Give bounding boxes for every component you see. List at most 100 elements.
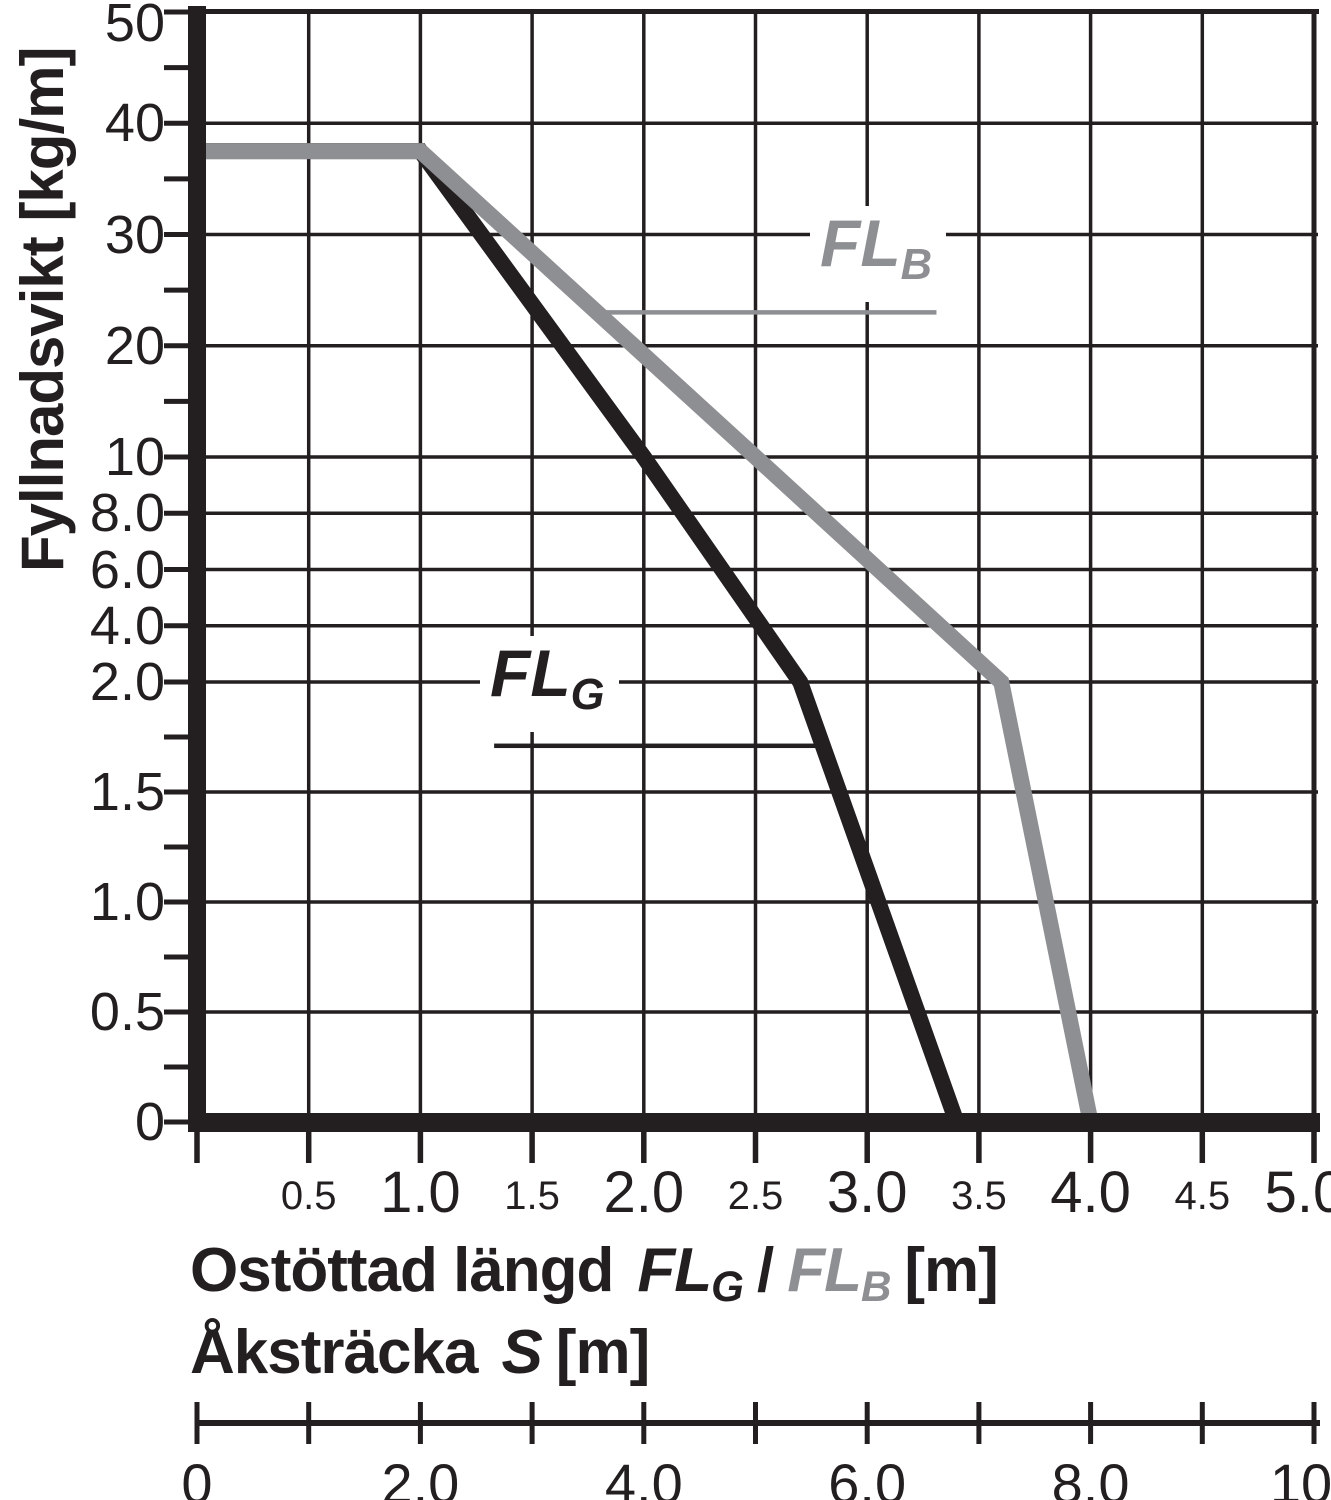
y-axis-tick-label: 8.0 <box>89 483 165 544</box>
s-tick <box>306 1402 312 1444</box>
y-major-tick <box>164 899 197 905</box>
y-axis-tick-label: 20 <box>104 315 165 376</box>
y-axis-tick-label: 1.5 <box>89 762 165 822</box>
x-axis-minor-label: 0.5 <box>280 1174 337 1218</box>
s-axis-label: 10 <box>1269 1452 1331 1500</box>
v-gridline <box>1088 12 1093 1122</box>
x-tick <box>529 1132 535 1163</box>
h-gridline <box>197 121 1318 125</box>
x-tick <box>194 1132 200 1163</box>
s-axis-label: 4.0 <box>604 1452 683 1500</box>
x-axis-minor-label: 4.5 <box>1174 1174 1231 1218</box>
series-label-flg-text: FL <box>490 636 571 710</box>
x-axis-minor-label: 1.5 <box>504 1174 560 1218</box>
y-major-tick <box>164 120 197 126</box>
h-gridline <box>197 790 1318 794</box>
y-minor-tick <box>164 287 190 293</box>
h-gridline <box>197 567 1318 572</box>
y-axis-tick-label: 6.0 <box>89 539 165 600</box>
series-label-flg-sub: G <box>570 671 605 720</box>
x-tick <box>976 1132 982 1163</box>
y-major-tick <box>164 1009 197 1015</box>
x-tick <box>864 1132 870 1163</box>
v-gridline <box>977 12 981 1122</box>
plot-border-right <box>1311 9 1317 1122</box>
x-tick <box>417 1132 424 1163</box>
y-major-tick <box>164 343 197 349</box>
x-axis-major-label: 5.0 <box>1264 1160 1331 1225</box>
s-axis-title: Åksträcka S [m] <box>190 1318 650 1387</box>
x-axis-major-label: 1.0 <box>380 1160 461 1225</box>
y-major-tick <box>164 789 197 795</box>
h-gridline <box>197 680 1318 684</box>
x-tick <box>641 1132 647 1163</box>
series-label-flb-text: FL <box>820 206 901 280</box>
curve-fl_b <box>197 143 1099 1124</box>
s-axis-label: 0 <box>181 1452 213 1500</box>
x-axis-title: Ostöttad längd FLG / FLB [m] <box>190 1236 999 1311</box>
y-minor-tick <box>164 734 190 740</box>
v-gridline <box>530 12 534 1122</box>
s-tick <box>1199 1402 1205 1444</box>
v-gridline <box>306 12 311 1122</box>
s-title-symbol: S <box>501 1318 542 1387</box>
y-major-tick <box>164 623 197 629</box>
s-tick <box>864 1402 870 1444</box>
s-title-unit: [m] <box>555 1318 650 1387</box>
y-axis-tick-label: 50 <box>104 0 165 53</box>
y-axis-tick-label: 10 <box>104 427 165 487</box>
s-tick <box>417 1402 423 1444</box>
h-gridline <box>197 232 1318 237</box>
s-tick <box>1311 1402 1317 1444</box>
v-gridline <box>418 12 423 1122</box>
x-tick <box>305 1132 312 1163</box>
h-gridline <box>197 344 1318 348</box>
h-gridline <box>197 511 1318 515</box>
s-tick <box>194 1402 200 1444</box>
y-axis-tick-label: 40 <box>104 93 165 154</box>
y-major-tick <box>164 679 197 685</box>
y-axis-tick-label: 2.0 <box>89 652 165 712</box>
y-minor-tick <box>164 1064 190 1070</box>
series-label-flb-sub: B <box>900 241 933 290</box>
s-tick <box>753 1402 758 1444</box>
x-axis-major-label: 3.0 <box>826 1160 908 1225</box>
y-major-tick <box>164 510 197 516</box>
series-label-flg: FLG <box>480 636 619 732</box>
y-minor-tick <box>164 398 190 404</box>
x-title-series1: FLG <box>637 1236 744 1311</box>
s-title-prefix: Åksträcka <box>190 1318 478 1387</box>
y-axis-tick-label: 0.5 <box>89 982 165 1042</box>
x-axis-minor-label: 3.5 <box>951 1174 1007 1218</box>
x-axis-major-label: 4.0 <box>1050 1160 1131 1225</box>
h-gridline <box>197 1010 1318 1014</box>
x-axis-major-label: 2.0 <box>603 1160 685 1225</box>
v-gridline <box>1200 12 1205 1122</box>
s-tick <box>1088 1402 1094 1444</box>
y-minor-tick <box>164 176 190 182</box>
s-tick <box>529 1402 535 1444</box>
h-gridline <box>197 900 1318 904</box>
x-tick <box>752 1132 759 1163</box>
x-tick <box>1087 1132 1094 1163</box>
x-title-unit: [m] <box>904 1236 998 1305</box>
s-axis-label: 6.0 <box>828 1452 907 1500</box>
x-title-series2: FLB <box>787 1236 891 1311</box>
y-minor-tick <box>164 65 190 71</box>
x-title-separator: / <box>756 1236 774 1305</box>
x-tick <box>1311 1132 1317 1163</box>
y-major-tick <box>164 9 197 15</box>
s-axis-label: 2.0 <box>381 1452 460 1500</box>
s-tick <box>976 1402 982 1444</box>
y-minor-tick <box>164 844 190 850</box>
y-axis-title: Fyllnadsvikt [kg/m] <box>9 47 76 572</box>
y-axis-tick-label: 1.0 <box>89 872 165 932</box>
s-axis-label: 8.0 <box>1051 1452 1130 1500</box>
y-minor-tick <box>164 954 190 960</box>
y-major-tick <box>164 232 197 237</box>
s-tick <box>641 1402 647 1444</box>
leader-line-fl_g <box>494 743 816 749</box>
y-major-tick <box>164 454 197 460</box>
